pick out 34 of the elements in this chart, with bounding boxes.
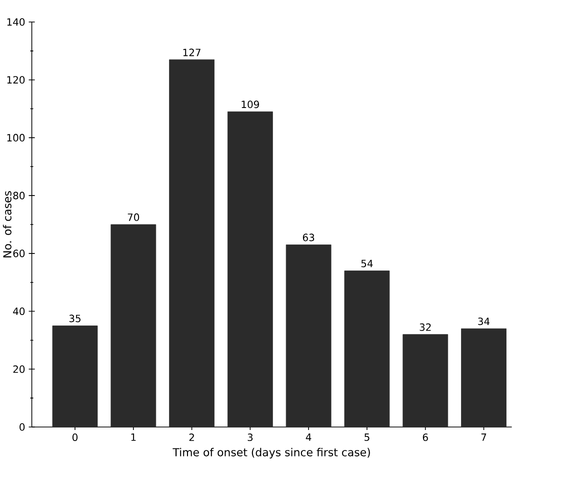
x-tick-label: 6: [422, 434, 428, 442]
bar: [461, 328, 506, 428]
x-tick-label: 3: [248, 434, 253, 442]
x-tick-label: 2: [189, 434, 194, 441]
bar: [110, 224, 156, 428]
data-label: 54: [361, 260, 373, 268]
data-label: 35: [69, 314, 80, 322]
bar: [52, 326, 98, 428]
y-tick-label: 140: [7, 18, 25, 26]
bar: [286, 244, 332, 428]
x-tick-label: 4: [306, 434, 312, 441]
data-label: 127: [183, 48, 200, 56]
y-tick-label: 0: [20, 423, 25, 431]
bar: [402, 334, 448, 428]
data-label: 34: [478, 318, 490, 326]
data-label: 32: [420, 323, 431, 331]
data-label: 63: [302, 234, 314, 242]
y-tick-label: 40: [13, 308, 25, 316]
x-tick-label: 0: [72, 434, 78, 442]
y-tick-label: 100: [7, 134, 25, 142]
bar: [228, 111, 273, 428]
y-axis-title: No. of cases: [2, 191, 12, 258]
y-tick-label: 120: [7, 76, 25, 84]
bar: [344, 270, 390, 428]
x-tick-label: 5: [364, 434, 370, 441]
x-axis-title: Time of onset (days since first case): [172, 448, 370, 459]
data-label: 109: [242, 100, 259, 108]
x-tick-label: 1: [131, 434, 136, 441]
bar: [169, 59, 214, 428]
x-tick-label: 7: [481, 434, 486, 441]
y-tick-label: 20: [13, 365, 25, 373]
y-tick-label: 60: [13, 250, 25, 258]
data-label: 70: [128, 213, 140, 221]
y-tick-label: 80: [13, 192, 25, 200]
